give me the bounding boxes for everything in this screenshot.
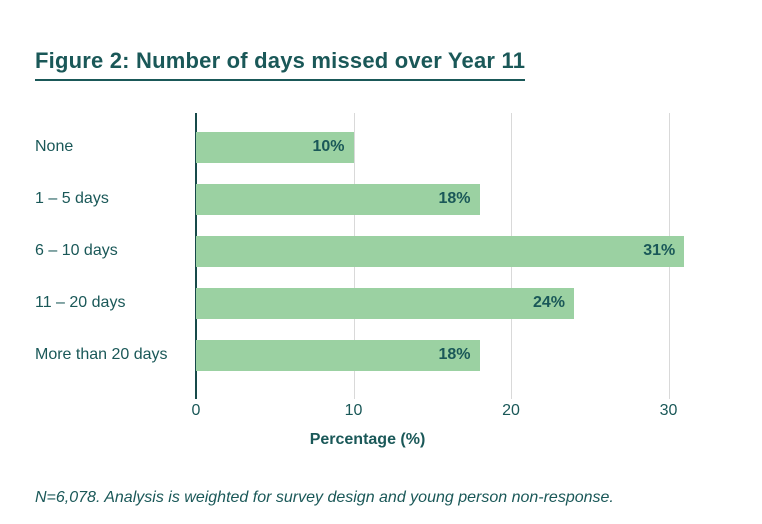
bar-row: 24% bbox=[196, 277, 700, 329]
bar-rows: 10% 18% 31% 24% 18% bbox=[196, 121, 700, 381]
x-axis-label: Percentage (%) bbox=[309, 431, 426, 448]
category-label: 1 – 5 days bbox=[35, 190, 109, 207]
category-label: 11 – 20 days bbox=[35, 294, 126, 311]
bar-value-label: 18% bbox=[438, 346, 471, 363]
footnote: N=6,078. Analysis is weighted for survey… bbox=[35, 489, 614, 506]
bar-value-label: 31% bbox=[643, 242, 676, 259]
x-tick-label-20: 20 bbox=[502, 402, 520, 419]
bar-value-label: 10% bbox=[312, 138, 345, 155]
bar-value-label: 18% bbox=[438, 190, 471, 207]
bar-1 – 5 days: 18% bbox=[196, 183, 480, 215]
bar-None: 10% bbox=[196, 131, 354, 163]
x-axis-ticks: 0 10 20 30 bbox=[192, 402, 700, 424]
bar-More than 20 days: 18% bbox=[196, 339, 480, 371]
category-label: 6 – 10 days bbox=[35, 242, 118, 259]
figure-title: Figure 2: Number of days missed over Yea… bbox=[35, 48, 526, 81]
plot-area: 10% 18% 31% 24% 18% bbox=[195, 113, 700, 399]
bar-6 – 10 days: 31% bbox=[196, 235, 685, 267]
category-label: None bbox=[35, 138, 74, 155]
x-tick-label-0: 0 bbox=[191, 402, 201, 419]
bar-row: 18% bbox=[196, 173, 700, 225]
bar-11 – 20 days: 24% bbox=[196, 287, 574, 319]
bar-value-label: 24% bbox=[532, 294, 565, 311]
category-labels: None 1 – 5 days 6 – 10 days 11 – 20 days Mor… bbox=[35, 121, 193, 381]
bar-row: 31% bbox=[196, 225, 700, 277]
figure-title-text: Figure 2: Number of days missed over Yea… bbox=[35, 48, 526, 81]
x-tick-label-30: 30 bbox=[659, 402, 678, 419]
x-tick-label-10: 10 bbox=[344, 402, 363, 419]
bar-row: 18% bbox=[196, 329, 700, 381]
bar-row: 10% bbox=[196, 121, 700, 173]
category-label: More than 20 days bbox=[35, 346, 168, 363]
